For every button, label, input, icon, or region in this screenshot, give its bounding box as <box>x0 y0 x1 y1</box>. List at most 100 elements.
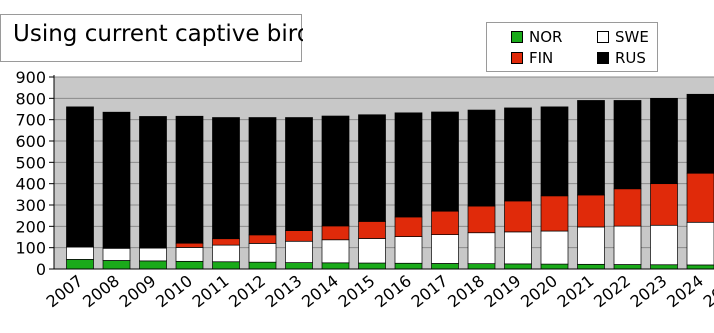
x-tick-label: 2007 <box>43 271 87 311</box>
x-tick-label: 2020 <box>517 271 561 311</box>
y-tick-label: 800 <box>15 89 46 108</box>
x-tick-label: 2011 <box>189 271 233 311</box>
bar-nor <box>212 261 240 270</box>
legend-swatch-nor <box>511 31 523 43</box>
bar-nor <box>467 263 496 270</box>
legend-swatch-swe <box>597 31 609 43</box>
bar-nor <box>102 260 131 270</box>
bar-swe <box>212 244 240 263</box>
bar-fin <box>394 216 423 237</box>
bar-nor <box>540 263 569 270</box>
bar-fin <box>431 210 459 236</box>
legend: NOR SWE FIN RUS <box>486 22 658 72</box>
bar-fin <box>613 188 642 227</box>
bar-rus <box>686 93 714 174</box>
bar-nor <box>613 264 642 270</box>
bar-rus <box>212 117 240 240</box>
bar-fin <box>321 225 350 241</box>
x-axis: 2007200820092010201120122013201420152016… <box>43 268 714 311</box>
bar-swe <box>540 230 569 265</box>
bar-rus <box>139 116 167 249</box>
bars <box>66 93 714 270</box>
bar-swe <box>285 240 313 263</box>
x-tick-label: 2017 <box>408 271 452 311</box>
bar-nor <box>577 263 605 270</box>
legend-item-nor: NOR <box>511 28 562 46</box>
bar-fin <box>577 194 605 228</box>
bar-swe <box>102 247 131 261</box>
bar-nor <box>139 260 167 270</box>
bar-swe <box>139 247 167 262</box>
bar-rus <box>613 100 642 190</box>
x-tick-label: 2018 <box>444 271 488 311</box>
bar-rus <box>650 97 678 185</box>
x-tick-label: 2024 <box>663 271 707 311</box>
bar-swe <box>248 243 277 263</box>
bar-fin <box>175 242 204 248</box>
x-tick-label: 2012 <box>225 271 269 311</box>
legend-swatch-rus <box>597 52 609 64</box>
bar-fin <box>358 221 386 239</box>
bar-swe <box>394 236 423 264</box>
legend-label-fin: FIN <box>529 49 554 67</box>
x-tick-label: 2015 <box>335 271 379 311</box>
bar-nor <box>285 262 313 270</box>
bar-fin <box>248 234 277 244</box>
bar-nor <box>175 260 204 270</box>
bar-swe <box>175 247 204 262</box>
y-axis: 0 100 200 300 400 500 600 700 800 900 <box>15 68 55 279</box>
chart-title-box: Using current captive birds <box>0 14 303 62</box>
legend-swatch-fin <box>511 52 523 64</box>
bar-rus <box>577 100 605 196</box>
x-tick-label: 2009 <box>116 271 160 311</box>
y-tick-label: 400 <box>15 175 46 194</box>
bar-swe <box>504 231 532 265</box>
bar-fin <box>650 183 678 226</box>
x-tick-label: 2008 <box>79 271 123 311</box>
bar-nor <box>394 262 423 270</box>
bar-swe <box>66 246 94 260</box>
bar-rus <box>540 106 569 197</box>
bar-fin <box>285 230 313 242</box>
bar-nor <box>358 262 386 270</box>
bar-fin <box>212 238 240 246</box>
bar-nor <box>686 264 714 270</box>
bar-rus <box>66 106 94 248</box>
bar-swe <box>431 234 459 264</box>
bar-rus <box>285 117 313 231</box>
bar-swe <box>467 232 496 265</box>
bar-swe <box>358 238 386 264</box>
legend-item-fin: FIN <box>511 49 553 67</box>
bar-swe <box>321 239 350 264</box>
bar-rus <box>102 111 131 249</box>
legend-item-rus: RUS <box>597 49 646 67</box>
bar-rus <box>504 107 532 202</box>
bar-swe <box>650 224 678 266</box>
bar-nor <box>248 261 277 270</box>
y-tick-label: 900 <box>15 68 46 87</box>
x-tick-label: 2022 <box>590 271 634 311</box>
x-tick-label: 2019 <box>481 271 525 311</box>
bar-nor <box>321 262 350 270</box>
y-tick-label: 300 <box>15 196 46 215</box>
bar-nor <box>650 264 678 270</box>
bar-rus <box>394 112 423 218</box>
legend-label-nor: NOR <box>529 28 563 46</box>
bar-fin <box>467 205 496 234</box>
y-tick-label: 500 <box>15 153 46 172</box>
x-tick-label: 2013 <box>262 271 306 311</box>
x-tick-label: 2016 <box>371 271 415 311</box>
bar-swe <box>686 221 714 266</box>
x-tick-label: 2014 <box>298 271 342 311</box>
bar-rus <box>248 117 277 236</box>
y-tick-label: 100 <box>15 239 46 258</box>
y-tick-label: 0 <box>36 260 46 279</box>
bar-rus <box>321 115 350 227</box>
x-tick-label: 2023 <box>627 271 671 311</box>
bar-nor <box>431 263 459 270</box>
x-tick-label: 2021 <box>554 271 598 311</box>
chart-title: Using current captive birds <box>13 21 303 47</box>
y-tick-label: 700 <box>15 111 46 130</box>
x-tick-label: 2025 <box>700 271 714 311</box>
